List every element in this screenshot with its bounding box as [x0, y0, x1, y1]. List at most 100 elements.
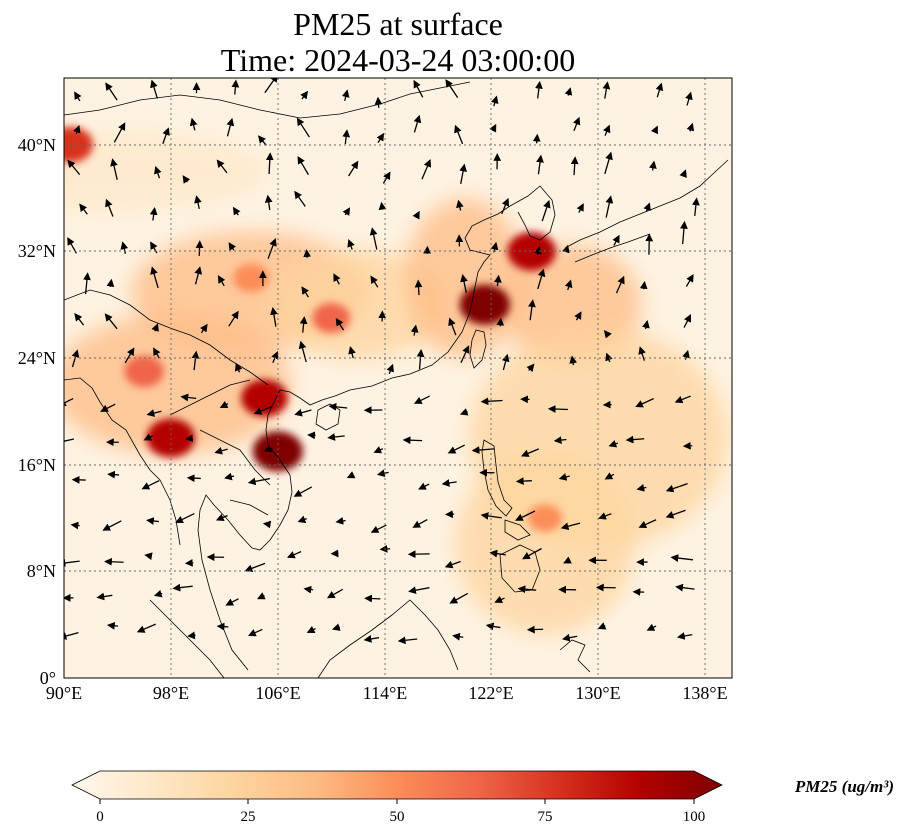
wind-arrow — [180, 393, 197, 402]
wind-arrow — [526, 625, 544, 634]
colorbar-tick: 0 — [96, 809, 104, 825]
wind-arrow — [501, 353, 510, 371]
wind-arrow — [414, 279, 423, 296]
wind-arrow — [413, 114, 422, 133]
wind-arrow — [679, 169, 687, 178]
wind-arrow — [665, 482, 688, 493]
wind-arrow — [370, 524, 387, 533]
wind-arrow — [605, 195, 614, 218]
border-mongolia — [64, 81, 471, 119]
wind-arrow — [597, 622, 607, 630]
wind-arrow — [674, 395, 691, 404]
wind-arrow — [100, 403, 116, 412]
wind-arrow — [217, 275, 226, 287]
wind-arrow — [376, 469, 389, 478]
wind-arrow — [692, 197, 700, 216]
wind-arrow — [215, 513, 228, 522]
wind-arrow — [494, 595, 505, 603]
wind-arrow — [200, 323, 208, 334]
wind-arrow — [228, 310, 239, 327]
wind-arrow — [151, 323, 159, 332]
wind-arrow — [326, 588, 344, 599]
map-panel — [64, 78, 732, 678]
y-tick-label: 16°N — [18, 455, 56, 475]
pm25-hotspot — [312, 302, 351, 334]
wind-arrow — [416, 348, 425, 370]
wind-arrow — [150, 266, 159, 289]
wind-arrow — [154, 165, 162, 179]
pm25-hotspot — [252, 431, 303, 472]
wind-arrow — [294, 408, 312, 417]
wind-arrow — [493, 274, 502, 287]
wind-arrow — [680, 220, 688, 245]
wind-arrow — [522, 547, 542, 560]
wind-arrow — [598, 512, 612, 520]
x-tick-label: 98°E — [153, 683, 189, 703]
x-axis-ticks: 90°E 98°E 106°E 114°E 122°E 130°E 138°E — [46, 683, 728, 703]
wind-arrow — [370, 275, 379, 288]
wind-arrow — [172, 583, 193, 592]
wind-arrow — [257, 135, 267, 146]
wind-arrow — [515, 477, 532, 486]
wind-arrow — [341, 89, 350, 101]
wind-arrow — [303, 585, 314, 594]
wind-arrow — [485, 622, 501, 631]
wind-arrow — [219, 400, 229, 408]
wind-arrow — [74, 313, 85, 326]
wind-arrow — [560, 522, 581, 531]
wind-arrow — [670, 554, 694, 562]
wind-arrow — [608, 440, 619, 448]
wind-arrow — [602, 81, 611, 99]
wind-arrow — [459, 163, 467, 184]
border-indochina — [169, 379, 271, 516]
wind-arrow — [226, 117, 235, 137]
wind-arrow — [574, 311, 582, 321]
wind-arrow — [570, 156, 579, 176]
wind-arrow — [232, 206, 241, 216]
wind-arrow — [104, 313, 118, 330]
wind-arrow — [459, 408, 469, 416]
wind-arrow — [306, 625, 316, 633]
wind-arrow — [189, 117, 198, 131]
wind-arrow — [64, 438, 75, 442]
wind-arrow — [612, 234, 620, 246]
wind-arrow — [228, 242, 237, 251]
colorbar: 0 25 50 75 100 PM25 (ug/m³) — [71, 770, 894, 825]
wind-arrow — [515, 510, 536, 521]
wind-arrow — [96, 592, 113, 601]
wind-arrow — [191, 350, 200, 371]
map-title: PM25 at surface — [293, 6, 503, 42]
wind-arrow — [83, 272, 91, 295]
wind-arrow — [490, 95, 499, 107]
wind-arrow — [569, 355, 578, 366]
wind-arrow — [489, 549, 506, 558]
wind-arrow — [150, 79, 159, 99]
coastline-sumatra — [149, 599, 225, 678]
wind-arrow — [655, 82, 664, 98]
wind-arrow — [603, 124, 611, 136]
wind-arrow — [564, 279, 573, 291]
wind-arrow — [454, 124, 464, 145]
wind-arrow — [79, 203, 88, 215]
wind-arrow — [257, 592, 266, 600]
wind-arrow — [186, 474, 201, 483]
wind-arrow — [297, 515, 307, 523]
coastline-borneo — [317, 599, 459, 678]
wind-arrow — [299, 316, 308, 333]
wind-arrow — [328, 402, 348, 411]
wind-arrow — [105, 198, 114, 217]
wind-arrow — [636, 484, 647, 492]
wind-arrow — [604, 151, 613, 175]
wind-arrow — [413, 79, 424, 98]
wind-arrow — [64, 631, 79, 640]
wind-arrow — [253, 405, 273, 415]
wind-arrow — [449, 592, 469, 604]
wind-arrow — [642, 320, 650, 330]
pm25-hotspot — [459, 284, 510, 325]
wind-arrow — [247, 477, 270, 486]
wind-arrow — [378, 201, 387, 211]
wind-arrow — [70, 521, 80, 530]
wind-arrow — [447, 444, 466, 454]
wind-arrow — [267, 238, 277, 259]
wind-arrow — [348, 346, 356, 359]
